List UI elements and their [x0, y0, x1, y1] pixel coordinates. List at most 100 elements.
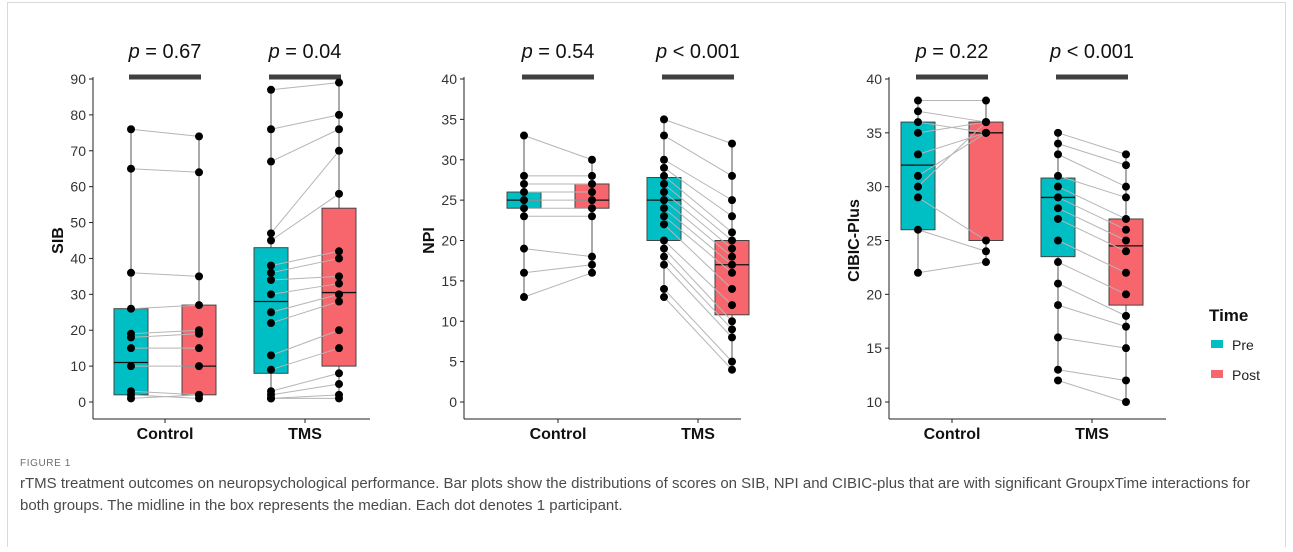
point-post — [728, 365, 736, 374]
y-tick-label: 70 — [70, 143, 86, 159]
point-post — [588, 260, 596, 269]
figure-frame — [7, 2, 1286, 547]
point-pre — [1054, 365, 1062, 374]
point-post — [588, 179, 596, 188]
point-post — [982, 128, 990, 137]
pair-line — [1057, 283, 1127, 317]
point-post — [982, 258, 990, 267]
pair-line — [270, 128, 340, 162]
point-post — [195, 390, 203, 399]
pair-line — [917, 132, 987, 155]
pair-line — [130, 329, 200, 335]
p-value-label: p = 0.54 — [521, 41, 595, 63]
point-pre — [914, 118, 922, 127]
point-post — [1122, 311, 1130, 320]
point-pre — [660, 204, 668, 213]
pair-line — [663, 135, 733, 177]
point-post — [335, 125, 343, 134]
point-pre — [914, 193, 922, 202]
point-pre — [267, 308, 275, 317]
y-tick-label: 40 — [70, 250, 86, 266]
pair-line — [663, 288, 733, 362]
point-post — [335, 297, 343, 306]
point-post — [982, 236, 990, 245]
pair-line — [663, 183, 733, 241]
box-post — [321, 207, 357, 367]
point-pre — [660, 293, 668, 302]
pair-line — [917, 261, 987, 274]
point-pre — [267, 394, 275, 403]
y-tick-label: 50 — [70, 215, 86, 231]
point-post — [588, 196, 596, 205]
point-pre — [267, 125, 275, 134]
point-pre — [660, 115, 668, 124]
p-value-label: p = 0.04 — [268, 41, 342, 63]
y-tick-label: 25 — [441, 192, 457, 208]
figure-caption-text: rTMS treatment outcomes on neuropsycholo… — [20, 475, 1250, 514]
point-pre — [267, 261, 275, 270]
point-pre — [267, 229, 275, 238]
point-pre — [267, 351, 275, 360]
point-post — [728, 301, 736, 310]
y-tick-label: 15 — [866, 340, 882, 356]
pair-line — [523, 264, 593, 274]
pair-line — [130, 128, 200, 137]
x-tick-label: TMS — [681, 426, 715, 443]
point-pre — [520, 188, 528, 197]
point-post — [728, 171, 736, 180]
point-post — [728, 196, 736, 205]
point-pre — [1054, 204, 1062, 213]
panel-cibic-plus: 10 15 20 25 30 35 40 CIBIC-Plus Control p = 0.22 T… — [846, 41, 1166, 443]
point-post — [728, 325, 736, 334]
point-post — [588, 268, 596, 277]
y-tick-label: 80 — [70, 107, 86, 123]
point-pre — [127, 125, 135, 134]
p-value-label: p < 0.001 — [1049, 41, 1134, 63]
point-post — [728, 260, 736, 269]
x-tick-label: TMS — [1075, 426, 1109, 443]
point-pre — [267, 268, 275, 277]
point-post — [588, 188, 596, 197]
point-post — [1122, 322, 1130, 331]
y-tick-label: 25 — [866, 233, 882, 249]
pair-line — [270, 257, 340, 274]
pair-line — [270, 193, 340, 241]
point-post — [335, 279, 343, 288]
y-tick-label: 10 — [441, 313, 457, 329]
point-pre — [914, 268, 922, 277]
legend-label-pre: Pre — [1232, 337, 1254, 353]
point-post — [335, 254, 343, 263]
pair-line — [523, 248, 593, 258]
point-post — [982, 96, 990, 105]
x-tick-label: Control — [924, 426, 981, 443]
point-post — [195, 168, 203, 177]
point-post — [982, 118, 990, 127]
pair-line — [130, 168, 200, 173]
point-post — [335, 247, 343, 256]
pair-line — [1057, 153, 1127, 188]
y-tick-label: 0 — [78, 394, 86, 410]
point-pre — [1054, 139, 1062, 148]
y-tick-label: 40 — [866, 71, 882, 87]
point-pre — [267, 236, 275, 245]
pair-line — [270, 293, 340, 313]
point-pre — [1054, 214, 1062, 223]
point-pre — [267, 157, 275, 166]
point-post — [728, 236, 736, 245]
point-pre — [914, 225, 922, 234]
point-post — [728, 284, 736, 293]
pair-line — [663, 256, 733, 330]
pair-line — [663, 296, 733, 371]
pair-line — [1057, 207, 1127, 241]
point-post — [728, 333, 736, 342]
point-post — [1122, 376, 1130, 385]
y-tick-label: 5 — [449, 354, 457, 370]
point-post — [1122, 225, 1130, 234]
point-post — [335, 394, 343, 403]
pair-line — [1057, 379, 1127, 403]
point-pre — [914, 171, 922, 180]
y-tick-label: 90 — [70, 71, 86, 87]
point-pre — [660, 252, 668, 261]
point-post — [335, 344, 343, 353]
